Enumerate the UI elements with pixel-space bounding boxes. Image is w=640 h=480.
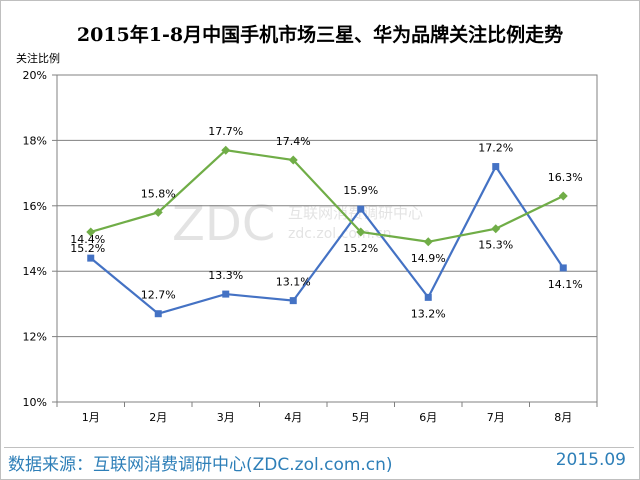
data-label: 17.2% xyxy=(478,142,513,155)
data-point-square xyxy=(222,290,230,298)
y-axis-label: 关注比例 xyxy=(16,52,60,65)
y-tick-label: 18% xyxy=(23,134,47,147)
x-tick-label: 3月 xyxy=(217,411,235,424)
data-label: 14.4% xyxy=(70,233,105,246)
x-tick-label: 6月 xyxy=(419,411,437,424)
chart-title: 2015年1-8月中国手机市场三星、华为品牌关注比例走势 xyxy=(76,24,564,46)
data-point-square xyxy=(154,310,162,318)
footer-divider xyxy=(4,447,634,448)
data-label: 13.2% xyxy=(411,307,446,320)
data-point-diamond xyxy=(491,224,501,234)
watermark-logo: ZDC xyxy=(172,196,275,252)
data-label: 13.3% xyxy=(208,269,243,282)
series-layer: 14.4% 12.7% 13.3% 13.1% 15.9% 13.2% 17.2% 14.1%… xyxy=(70,125,582,320)
data-point-diamond xyxy=(221,145,231,155)
y-tick-label: 20% xyxy=(23,69,47,82)
data-point-square xyxy=(424,293,432,301)
source-text: 数据来源：互联网消费调研中心(ZDC.zol.com.cn) xyxy=(8,455,393,475)
date-text: 2015.09 xyxy=(555,450,626,470)
y-tick-label: 14% xyxy=(23,265,47,278)
data-label: 17.7% xyxy=(208,125,243,138)
x-tick-label: 4月 xyxy=(284,411,302,424)
series-line-1 xyxy=(90,149,564,243)
data-label: 13.1% xyxy=(276,276,311,289)
x-tick-label: 1月 xyxy=(82,411,100,424)
watermark-url-text: zdc.zol.com.cn xyxy=(288,226,392,242)
data-point-diamond xyxy=(558,191,568,201)
watermark-cn-text: 互联网消费调研中心 xyxy=(288,204,423,222)
data-label: 15.3% xyxy=(478,239,513,252)
data-label: 17.4% xyxy=(276,135,311,148)
series-line-0 xyxy=(90,164,565,315)
data-label: 15.2% xyxy=(70,242,105,255)
data-point-square xyxy=(87,254,95,262)
x-tick-label: 7月 xyxy=(487,411,505,424)
zdc-watermark: ZDC 互联网消费调研中心 zdc.zol.com.cn xyxy=(172,196,423,252)
data-label: 15.2% xyxy=(343,242,378,255)
data-label: 14.9% xyxy=(411,252,446,265)
y-tick-label: 10% xyxy=(23,396,47,409)
data-point-diamond xyxy=(288,155,298,165)
data-point-diamond xyxy=(423,237,433,247)
data-point-square xyxy=(492,163,500,171)
data-point-square xyxy=(357,205,365,213)
data-label: 12.7% xyxy=(141,289,176,302)
x-tick-label: 8月 xyxy=(554,411,572,424)
data-point-diamond xyxy=(356,227,366,237)
y-tick-label: 12% xyxy=(23,331,47,344)
data-label: 15.9% xyxy=(343,184,378,197)
data-label: 16.3% xyxy=(548,171,583,184)
y-tick-label: 16% xyxy=(23,200,47,213)
y-axis-ticks: 10% 12% 14% 16% 18% 20% xyxy=(23,69,57,409)
data-label: 15.8% xyxy=(141,187,176,200)
x-tick-label: 5月 xyxy=(352,411,370,424)
data-point-square xyxy=(289,297,297,305)
x-axis-ticks: 1月 2月 3月 4月 5月 6月 7月 8月 xyxy=(56,402,598,424)
data-point-square xyxy=(559,264,567,272)
data-point-diamond xyxy=(86,227,96,237)
data-label: 14.1% xyxy=(548,278,583,291)
data-point-diamond xyxy=(153,207,163,217)
x-tick-label: 2月 xyxy=(149,411,167,424)
